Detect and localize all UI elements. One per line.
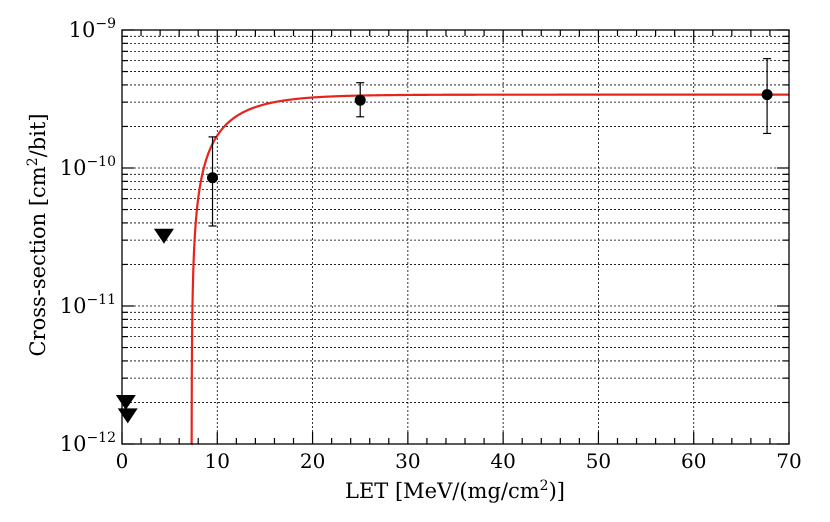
grid-lines bbox=[122, 30, 789, 444]
y-axis-label: Cross-section [cm2/bit] bbox=[25, 113, 50, 356]
axis-ticks: 0 10 20 30 40 50 60 70 10−12 10−11 10−10 10−9 bbox=[60, 16, 802, 473]
y-tick-label: 10−12 bbox=[60, 430, 116, 456]
upper-limit-marker bbox=[153, 228, 174, 244]
x-tick-label: 10 bbox=[205, 449, 230, 473]
x-axis-label-end: )] bbox=[549, 479, 565, 503]
y-axis-label-end: /bit] bbox=[26, 113, 50, 157]
x-axis-label-text: LET [MeV/(mg/cm bbox=[345, 479, 540, 503]
x-tick-label: 60 bbox=[681, 449, 706, 473]
x-tick-label: 30 bbox=[395, 449, 420, 473]
fit-curve bbox=[190, 93, 789, 446]
y-axis-label-text: Cross-section [cm bbox=[26, 166, 50, 356]
x-tick-label: 0 bbox=[116, 449, 129, 473]
plot-frame bbox=[121, 29, 790, 445]
y-tick-label: 10−10 bbox=[60, 154, 116, 180]
x-tick-label: 50 bbox=[586, 449, 611, 473]
x-tick-label: 20 bbox=[300, 449, 325, 473]
x-tick-label: 40 bbox=[490, 449, 515, 473]
data-point bbox=[761, 89, 773, 101]
x-axis-label-sup: 2 bbox=[540, 478, 549, 494]
y-tick-label: 10−11 bbox=[60, 292, 116, 318]
upper-limit-marker bbox=[117, 408, 138, 424]
fit-curve-layer bbox=[190, 93, 789, 446]
data-point bbox=[354, 94, 366, 106]
y-axis-label-sup: 2 bbox=[25, 157, 41, 166]
data-points-layer bbox=[115, 58, 773, 424]
data-point bbox=[207, 172, 219, 184]
x-tick-label: 70 bbox=[776, 449, 801, 473]
x-axis-label: LET [MeV/(mg/cm2)] bbox=[345, 478, 565, 503]
y-tick-label: 10−9 bbox=[69, 16, 116, 42]
